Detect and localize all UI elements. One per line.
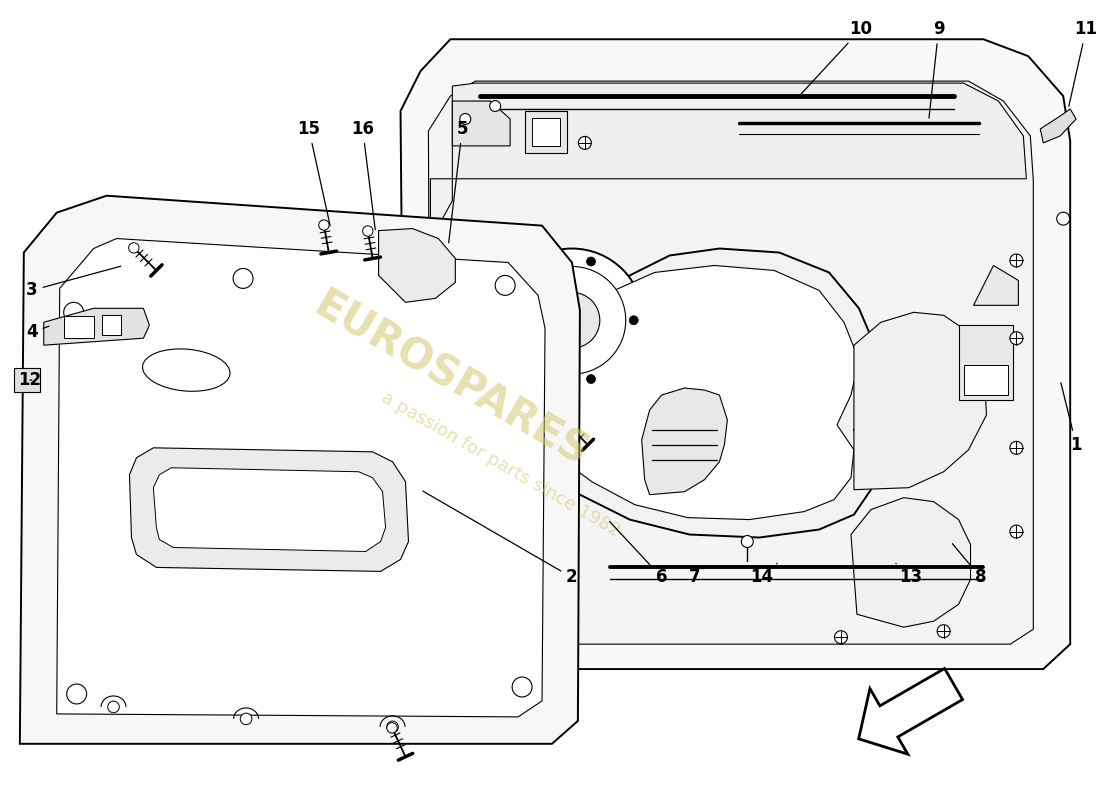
Text: 12: 12 (19, 371, 42, 389)
Circle shape (363, 226, 373, 236)
Polygon shape (20, 196, 580, 744)
Circle shape (495, 322, 515, 342)
Polygon shape (14, 368, 40, 392)
Text: 8: 8 (953, 544, 987, 586)
Text: 10: 10 (801, 20, 872, 94)
Ellipse shape (143, 349, 230, 391)
Text: 13: 13 (895, 563, 922, 586)
Bar (101, 315, 121, 335)
Circle shape (835, 630, 847, 644)
Bar (532, 118, 560, 146)
Text: a passion for parts since 1982: a passion for parts since 1982 (377, 389, 623, 541)
Circle shape (561, 418, 572, 429)
Text: 11: 11 (1069, 20, 1098, 106)
Circle shape (490, 101, 500, 111)
Circle shape (64, 302, 84, 322)
Circle shape (1010, 525, 1023, 538)
Circle shape (741, 535, 754, 547)
Circle shape (459, 284, 472, 297)
Circle shape (67, 684, 87, 704)
Polygon shape (452, 83, 1026, 178)
Text: 9: 9 (930, 20, 945, 118)
Polygon shape (544, 266, 859, 519)
Circle shape (387, 721, 398, 733)
Circle shape (518, 266, 626, 374)
Text: 6: 6 (609, 522, 668, 586)
Circle shape (1010, 254, 1023, 267)
Polygon shape (859, 669, 962, 754)
Polygon shape (428, 81, 1033, 644)
Text: 15: 15 (297, 120, 330, 226)
Circle shape (544, 292, 600, 348)
Polygon shape (153, 468, 386, 551)
Text: 1: 1 (1060, 382, 1082, 454)
Circle shape (937, 625, 950, 638)
Text: 16: 16 (351, 120, 375, 230)
Polygon shape (430, 178, 452, 241)
Circle shape (517, 279, 527, 289)
Circle shape (319, 220, 329, 230)
Circle shape (108, 701, 119, 713)
Circle shape (586, 257, 595, 266)
Bar (958, 326, 1013, 400)
Circle shape (517, 352, 527, 361)
Polygon shape (1041, 109, 1076, 143)
Circle shape (387, 722, 397, 733)
Polygon shape (57, 238, 544, 717)
Polygon shape (130, 448, 408, 571)
Circle shape (1057, 212, 1069, 225)
Text: 5: 5 (449, 120, 469, 242)
Polygon shape (854, 312, 987, 490)
Circle shape (240, 713, 252, 725)
Bar (64, 316, 94, 338)
Circle shape (460, 114, 471, 125)
Circle shape (495, 275, 515, 295)
Circle shape (586, 374, 595, 383)
Text: 7: 7 (689, 567, 704, 586)
Polygon shape (974, 266, 1019, 306)
Polygon shape (44, 308, 150, 345)
Circle shape (1010, 332, 1023, 345)
Text: EUROSPARES: EUROSPARES (306, 285, 595, 476)
Polygon shape (851, 498, 970, 627)
Bar (525, 111, 566, 153)
Text: 4: 4 (26, 323, 50, 342)
Circle shape (1010, 442, 1023, 454)
Circle shape (629, 316, 638, 325)
Polygon shape (500, 249, 879, 538)
Circle shape (233, 269, 253, 288)
Circle shape (513, 677, 532, 697)
Polygon shape (452, 101, 510, 146)
Circle shape (129, 242, 139, 253)
Polygon shape (378, 229, 455, 302)
Text: 14: 14 (750, 563, 777, 586)
Circle shape (459, 234, 472, 247)
Text: 2: 2 (422, 491, 578, 586)
Polygon shape (400, 39, 1070, 669)
Polygon shape (641, 388, 727, 494)
Text: 3: 3 (26, 266, 121, 299)
Bar (964, 365, 1009, 395)
Circle shape (500, 249, 644, 392)
Circle shape (579, 137, 592, 150)
